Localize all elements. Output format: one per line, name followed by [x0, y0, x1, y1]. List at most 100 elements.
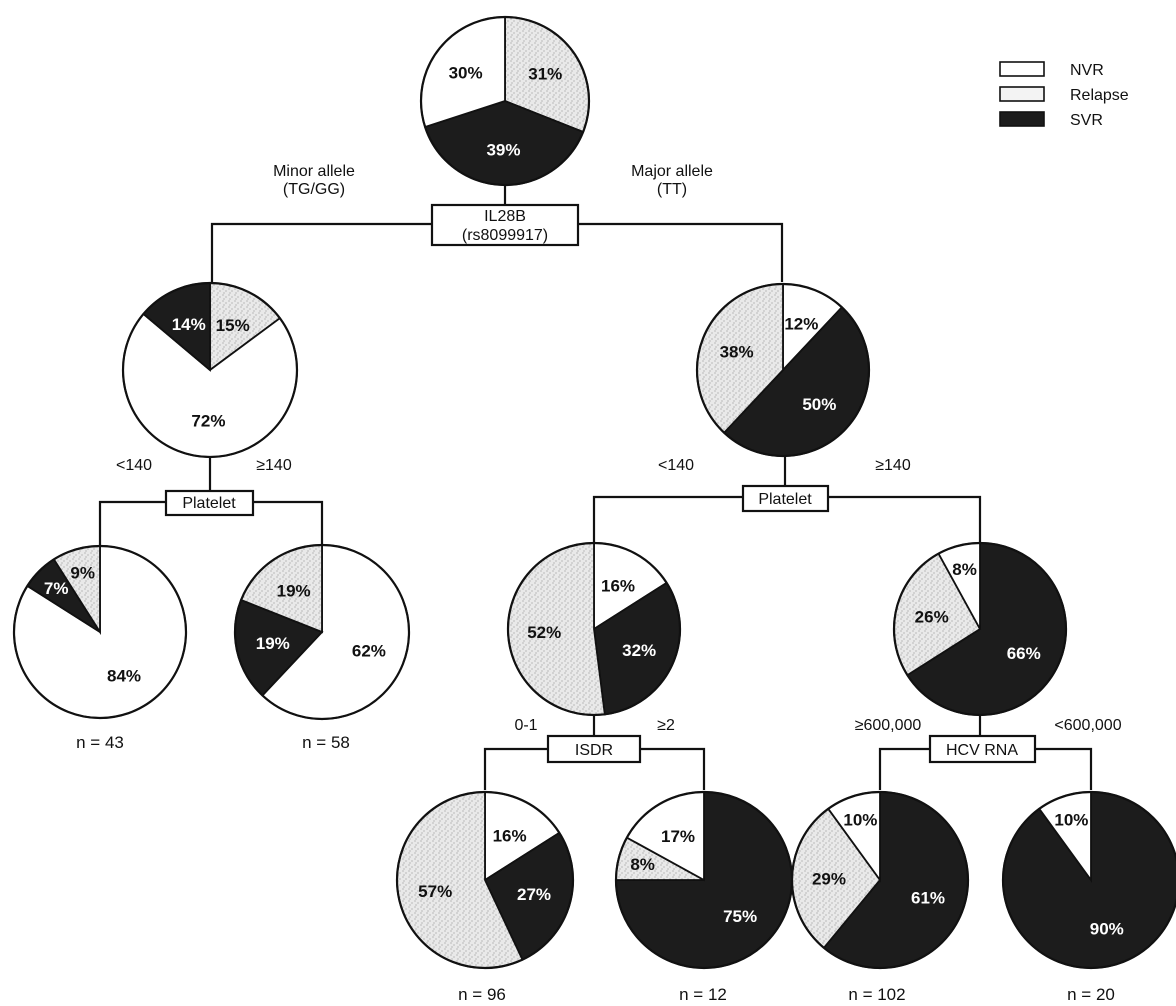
pie-slice-label: 50%: [802, 395, 836, 414]
n-label-ml-ge: n = 58: [302, 733, 350, 752]
platelet-label-left: Platelet: [182, 495, 236, 512]
connector: [592, 495, 743, 543]
pie-minor-platelet-lt140: 84% 7%9%: [12, 544, 188, 720]
isdr-box: [546, 734, 642, 764]
pie-slice-label: 8%: [630, 855, 655, 874]
pie-hcv-rna-ge600000: 61% 29% 10%: [790, 790, 970, 970]
connectors: [98, 185, 1093, 790]
pie-outline: [790, 790, 970, 970]
pie-slice-label: 14%: [172, 315, 206, 334]
pie-slice-label: 19%: [277, 581, 311, 600]
pie-root: 31% 39% 30%: [419, 15, 591, 187]
platelet-left-split: Platelet <140 ≥140: [116, 457, 292, 517]
platelet-right-high-label: ≥140: [875, 457, 911, 474]
n-label-isdr-hi: n = 12: [679, 985, 727, 1004]
pie-slice-label: 84%: [107, 667, 141, 686]
legend-label-svr: SVR: [1070, 112, 1103, 129]
pie-slice-label: 10%: [1054, 811, 1088, 830]
hcv-rna-high-label: ≥600,000: [855, 717, 922, 734]
pie-outline: [506, 541, 682, 717]
pie-slice-label: 9%: [70, 564, 95, 583]
pie-outline: [395, 790, 575, 970]
platelet-box-left: [164, 489, 255, 517]
platelet-left-high-label: ≥140: [256, 457, 292, 474]
minor-allele-sublabel: (TG/GG): [283, 181, 345, 198]
pie-slice-label: 27%: [517, 885, 551, 904]
pie-slice-label: 66%: [1007, 644, 1041, 663]
pie-slice-label: 17%: [661, 827, 695, 846]
pie-major-allele: 12% 50% 38%: [695, 282, 871, 458]
connector: [828, 495, 982, 543]
platelet-label-right: Platelet: [758, 491, 812, 508]
connector: [210, 222, 432, 284]
pie-slice-label: 10%: [843, 811, 877, 830]
pie-slice-label: 31%: [528, 65, 562, 84]
pie-slice-label: 19%: [256, 634, 290, 653]
n-label-hcv-hi: n = 102: [848, 985, 905, 1004]
pie-slice-label: 38%: [720, 343, 754, 362]
legend: NVR Relapse SVR: [999, 61, 1129, 129]
platelet-right-low-label: <140: [658, 457, 694, 474]
pie-slice-label: 26%: [915, 608, 949, 627]
pie-slice-label: 29%: [812, 869, 846, 888]
n-label-ml-lt: n = 43: [76, 733, 124, 752]
pie-slice-label: 72%: [191, 411, 225, 430]
platelet-box-right: [741, 484, 830, 513]
legend-swatch-relapse: [999, 86, 1045, 102]
hcv-rna-split: HCV RNA ≥600,000 <600,000: [855, 717, 1122, 764]
pie-outline: [419, 15, 591, 187]
pie-slice-label: 90%: [1090, 920, 1124, 939]
pie-slice-label: 15%: [216, 316, 250, 335]
hcv-rna-low-label: <600,000: [1054, 717, 1121, 734]
legend-label-nvr: NVR: [1070, 62, 1104, 79]
pie-slice-label: 16%: [493, 826, 527, 845]
minor-allele-label: Minor allele: [273, 163, 355, 180]
pie-slice-label: 62%: [352, 642, 386, 661]
pie-slice-label: 32%: [622, 641, 656, 660]
pie-major-platelet-lt140: 16% 32% 52%: [506, 541, 682, 717]
legend-swatch-svr: [999, 111, 1045, 127]
root-split: IL28B (rs8099917) Minor allele (TG/GG) M…: [273, 163, 713, 247]
pie-slice-label: 12%: [784, 315, 818, 334]
pie-major-platelet-ge140: 66% 26% 8%: [892, 541, 1068, 717]
connector: [878, 747, 930, 790]
isdr-label: ISDR: [575, 742, 613, 759]
isdr-low-label: 0-1: [514, 717, 537, 734]
pie-slice-label: 52%: [527, 623, 561, 642]
pie-hcv-rna-lt600000: 90% 10%: [1001, 790, 1176, 970]
legend-swatch-nvr: [999, 61, 1045, 77]
pie-outline: [12, 544, 188, 720]
n-label-isdr-lo: n = 96: [458, 985, 506, 1004]
hcv-rna-box: [928, 734, 1037, 764]
pie-isdr-0-1: 16% 27% 57%: [395, 790, 575, 970]
pie-slice-label: 57%: [418, 882, 452, 901]
isdr-split: ISDR 0-1 ≥2: [514, 717, 675, 764]
pie-outline: [892, 541, 1068, 717]
legend-label-relapse: Relapse: [1070, 87, 1129, 104]
il28b-sublabel: (rs8099917): [462, 227, 548, 244]
pie-isdr-ge2: 75% 8% 17%: [614, 790, 794, 970]
pie-slice-label: 75%: [723, 907, 757, 926]
connector: [578, 222, 784, 282]
major-allele-sublabel: (TT): [657, 181, 687, 198]
pie-outline: [233, 543, 411, 721]
hcv-rna-label: HCV RNA: [946, 742, 1018, 759]
pie-outline: [121, 281, 299, 459]
il28b-box: [430, 203, 580, 247]
pie-minor-platelet-ge140: 62% 19% 19%: [233, 543, 411, 721]
platelet-left-low-label: <140: [116, 457, 152, 474]
connector: [640, 747, 706, 790]
n-label-hcv-lo: n = 20: [1067, 985, 1115, 1004]
pie-slice-label: 8%: [952, 560, 977, 579]
il28b-label: IL28B: [484, 208, 526, 225]
pie-slice-label: 16%: [601, 576, 635, 595]
isdr-high-label: ≥2: [657, 717, 675, 734]
connector: [1035, 747, 1093, 790]
pie-minor-allele: 15% 72% 14%: [121, 281, 299, 459]
pie-slice-label: 39%: [486, 141, 520, 160]
pie-slice-label: 61%: [911, 888, 945, 907]
pie-slice-label: 30%: [449, 63, 483, 82]
platelet-right-split: Platelet <140 ≥140: [658, 457, 911, 513]
connector: [483, 747, 548, 790]
